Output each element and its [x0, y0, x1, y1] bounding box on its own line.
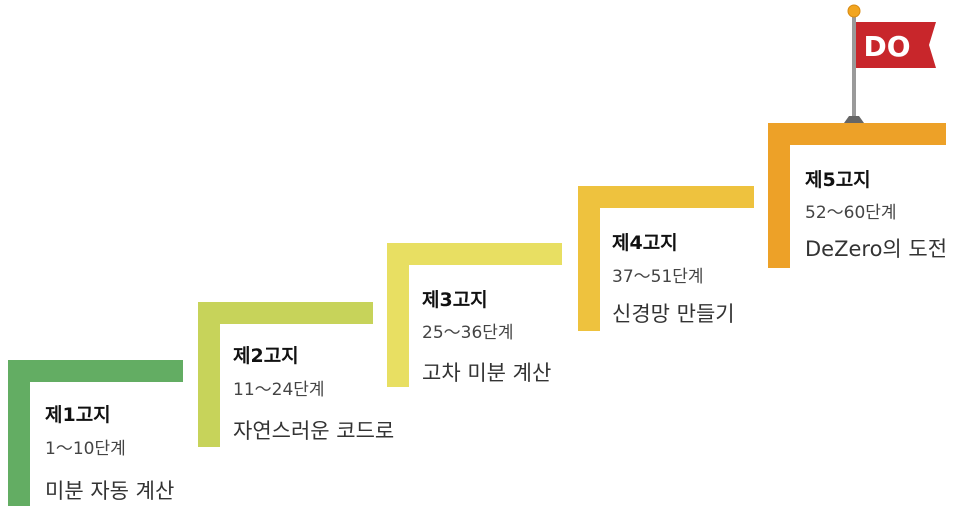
stage-4-top-bar: [578, 186, 754, 208]
stage-1-top-bar: [8, 360, 183, 382]
stage-4-range: 37～51단계: [612, 267, 704, 287]
stage-3-desc: 고차 미분 계산: [422, 361, 552, 385]
stage-2-left-bar: [198, 302, 220, 447]
stage-2-title: 제2고지: [233, 345, 299, 367]
stage-3-top-bar: [387, 243, 562, 265]
stage-2-range: 11～24단계: [233, 380, 325, 400]
summit-flag: DO: [835, 0, 945, 125]
flag-pole-base: [844, 116, 864, 123]
flag-graphic: DO: [844, 4, 936, 123]
stage-5-left-bar: [768, 123, 790, 268]
stage-4-title: 제4고지: [612, 232, 678, 254]
flag-cloth: [856, 22, 936, 68]
stage-3-title: 제3고지: [422, 289, 488, 311]
stage-3-range: 25～36단계: [422, 323, 514, 343]
stage-2-desc: 자연스러운 코드로: [233, 419, 395, 443]
stage-1-range: 1～10단계: [45, 439, 126, 459]
stage-5-top-bar: [768, 123, 946, 145]
stage-4-desc: 신경망 만들기: [612, 302, 735, 326]
stage-3-left-bar: [387, 243, 409, 387]
flag-pole-ball: [847, 4, 861, 18]
flag-pole: [852, 10, 856, 120]
stage-5-desc: DeZero의 도전: [805, 237, 948, 261]
stage-2-top-bar: [198, 302, 373, 324]
flag-logo-text: DO: [863, 30, 910, 63]
stage-1-title: 제1고지: [45, 404, 111, 426]
stage-1-desc: 미분 자동 계산: [45, 479, 175, 503]
stage-4-left-bar: [578, 186, 600, 331]
stage-5-range: 52～60단계: [805, 203, 897, 223]
stage-5-title: 제5고지: [805, 169, 871, 191]
stage-1-left-bar: [8, 360, 30, 506]
